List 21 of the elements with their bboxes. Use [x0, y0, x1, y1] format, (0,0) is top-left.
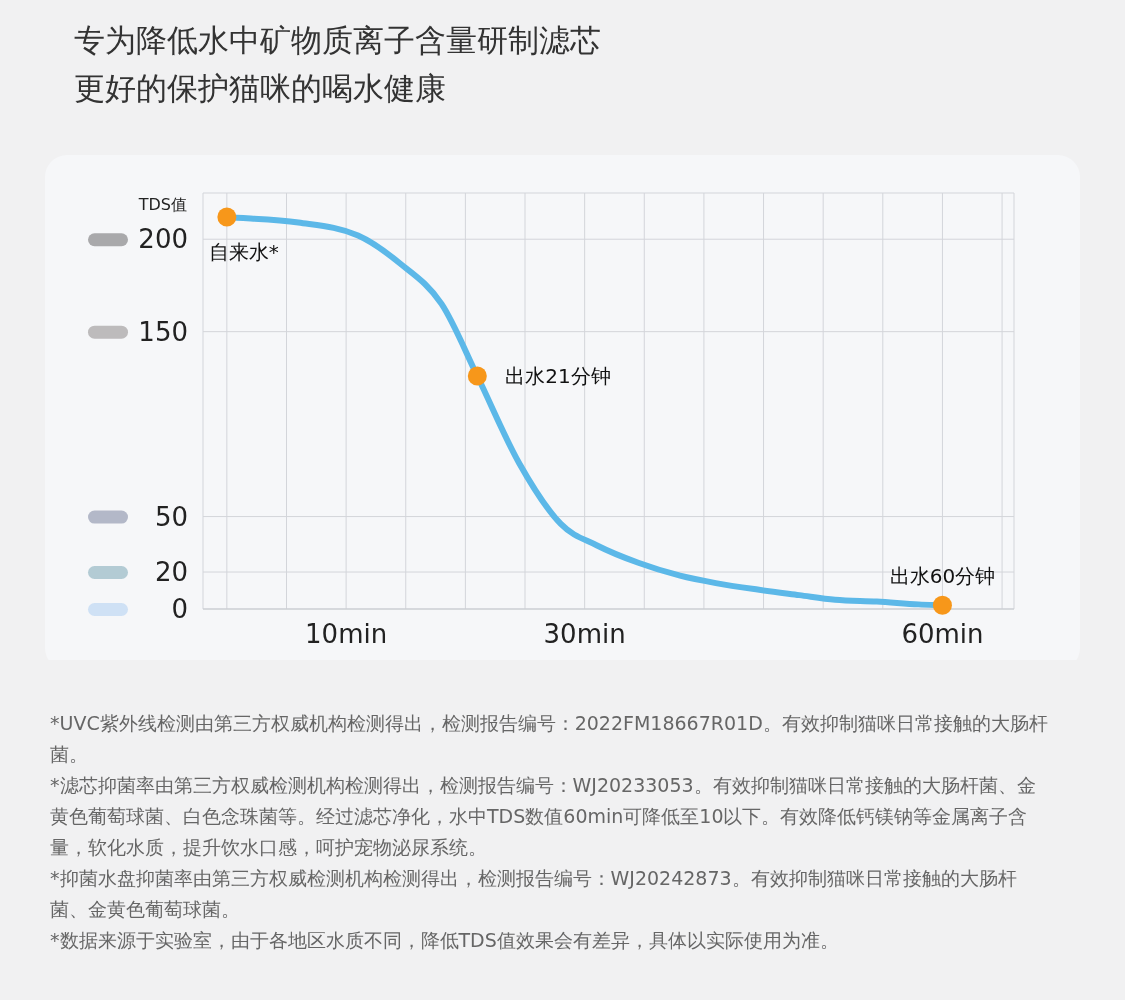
- point: [217, 207, 237, 227]
- text: *UVC紫外线检测由第三方权威机构检测得出，检测报告编号：2022FM18667R01D。有效抑制猫咪日常接触的大肠杆菌。: [50, 711, 1049, 767]
- x-tick-label: 60min: [901, 619, 984, 649]
- chart-title: 专为降低水中矿物质离子含量研制滤芯: [74, 21, 601, 60]
- annotation: 出水60分钟: [889, 564, 996, 589]
- y-tick-label: 150: [138, 316, 188, 347]
- y-tick-label: 20: [154, 557, 188, 588]
- text: *滤芯抑菌率由第三方权威检测机构检测得出，检测报告编号：WJ20233053。有效抑制猫咪日常接触的大肠杆菌、金黄色葡萄球菌、白色念珠菌等。经过滤芯净化，水中TDS数值60min可降低至10以下。有效降低钙镁钠等金属离子含量，软化水质，提升饮水口感，呵护宠物泌尿系统。: [50, 773, 1037, 860]
- point: [932, 595, 952, 615]
- y-axis-title: TDS值: [137, 195, 187, 214]
- annotation: 自来水*: [208, 240, 279, 265]
- y-tick-label: 200: [138, 224, 188, 255]
- chart-subtitle: 更好的保护猫咪的喝水健康: [74, 69, 446, 108]
- text: *抑菌水盘抑菌率由第三方权威检测机构检测得出，检测报告编号：WJ20242873。有效抑制猫咪日常接触的大肠杆菌、金黄色葡萄球菌。: [50, 866, 1018, 922]
- y-tick-label: 0: [171, 594, 188, 624]
- annotation: 出水21分钟: [505, 364, 611, 389]
- text: *数据来源于实验室，由于各地区水质不同，降低TDS值效果会有差异，具体以实际使用为准。: [50, 928, 840, 953]
- x-tick-label: 10min: [305, 619, 388, 649]
- y-tick-label: 50: [154, 501, 188, 532]
- x-tick-label: 30min: [543, 619, 626, 649]
- point: [467, 366, 487, 386]
